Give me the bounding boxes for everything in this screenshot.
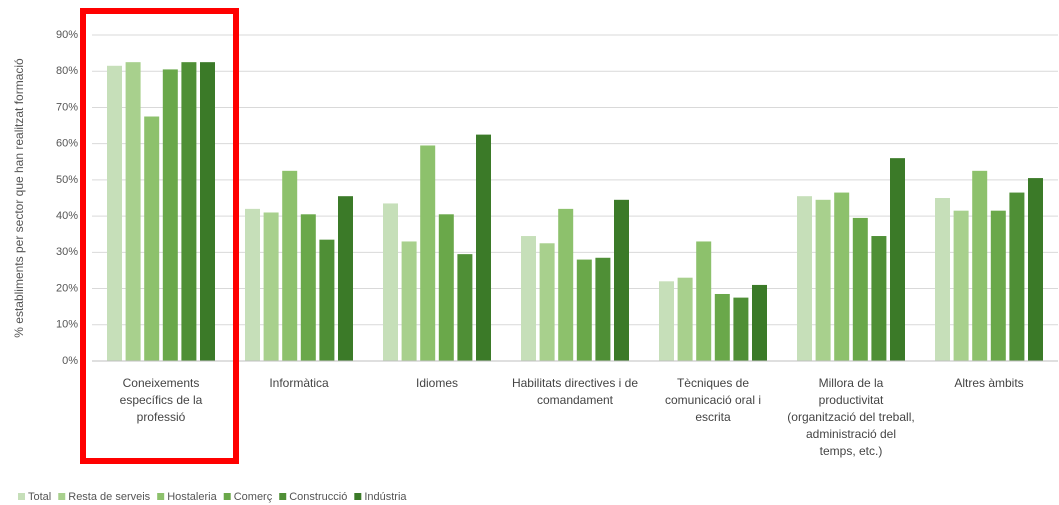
y-tick-label: 30% — [56, 246, 78, 258]
bar — [990, 210, 1006, 361]
bar — [1028, 178, 1043, 361]
bar — [539, 243, 555, 361]
bar — [614, 199, 629, 361]
bar — [125, 62, 141, 362]
y-tick-label: 40% — [56, 210, 78, 222]
bar — [1009, 192, 1025, 361]
y-tick-label: 10% — [56, 319, 78, 331]
legend-label: Hostaleria — [167, 491, 217, 503]
y-tick-label: 20% — [56, 282, 78, 294]
y-tick-label: 60% — [56, 138, 78, 150]
bar — [438, 214, 454, 361]
legend-label: Construcció — [289, 491, 347, 503]
bar — [245, 208, 260, 361]
legend-swatch — [18, 493, 25, 500]
bar — [890, 158, 905, 361]
bar — [107, 65, 122, 362]
bar — [144, 116, 160, 361]
x-tick-label: Altres àmbits — [954, 376, 1024, 390]
x-tick-label: Coneixements específics de la professió — [119, 376, 203, 424]
bar — [576, 259, 592, 361]
y-tick-label: 50% — [56, 174, 78, 186]
x-tick-label: Millora de la productivitat (organitzaci… — [787, 376, 915, 458]
legend-swatch — [58, 493, 66, 500]
y-tick-label: 90% — [56, 29, 78, 41]
bar — [457, 254, 473, 361]
bar — [162, 69, 178, 362]
legend-swatch — [223, 493, 231, 500]
bar — [383, 203, 398, 361]
bar — [476, 134, 491, 361]
bar — [282, 170, 298, 361]
bar — [852, 217, 868, 361]
legend-swatch — [354, 493, 362, 500]
bar — [834, 192, 850, 361]
bar — [752, 284, 767, 361]
bar — [200, 62, 215, 362]
y-tick-label: 0% — [62, 355, 78, 367]
bar — [319, 239, 335, 361]
legend-label: Indústria — [364, 491, 407, 503]
x-tick-label: Idiomes — [415, 376, 459, 390]
bar — [733, 297, 749, 361]
x-tick-label: Informàtica — [269, 376, 329, 390]
y-tick-label: 80% — [56, 65, 78, 77]
bar — [677, 277, 693, 361]
bar — [263, 212, 279, 361]
bar — [595, 257, 611, 361]
bar — [797, 196, 812, 361]
bar — [659, 281, 674, 361]
bar — [300, 214, 316, 361]
bar — [338, 196, 353, 361]
bar — [521, 236, 536, 361]
bar — [871, 236, 887, 361]
bar — [401, 241, 417, 361]
legend-swatch — [279, 493, 287, 500]
bar — [696, 241, 712, 361]
bar — [420, 145, 436, 361]
bar — [558, 208, 574, 361]
y-axis-label: % establiments per sector que han realit… — [12, 58, 26, 338]
bar — [815, 199, 831, 361]
x-tick-label: Tècniques de comunicació oral i escrita — [664, 376, 762, 424]
bar — [714, 293, 730, 361]
bar — [935, 198, 950, 361]
bar — [953, 210, 969, 361]
bar — [972, 170, 988, 361]
x-tick-label: Habilitats directives i de comandament — [511, 376, 639, 407]
bar — [181, 62, 197, 362]
legend-swatch — [157, 493, 165, 500]
legend-label: Comerç — [234, 491, 273, 503]
highlight-box — [80, 8, 239, 464]
y-tick-label: 70% — [56, 101, 78, 113]
legend-label: Resta de serveis — [68, 491, 150, 503]
legend-label: Total — [28, 491, 51, 503]
